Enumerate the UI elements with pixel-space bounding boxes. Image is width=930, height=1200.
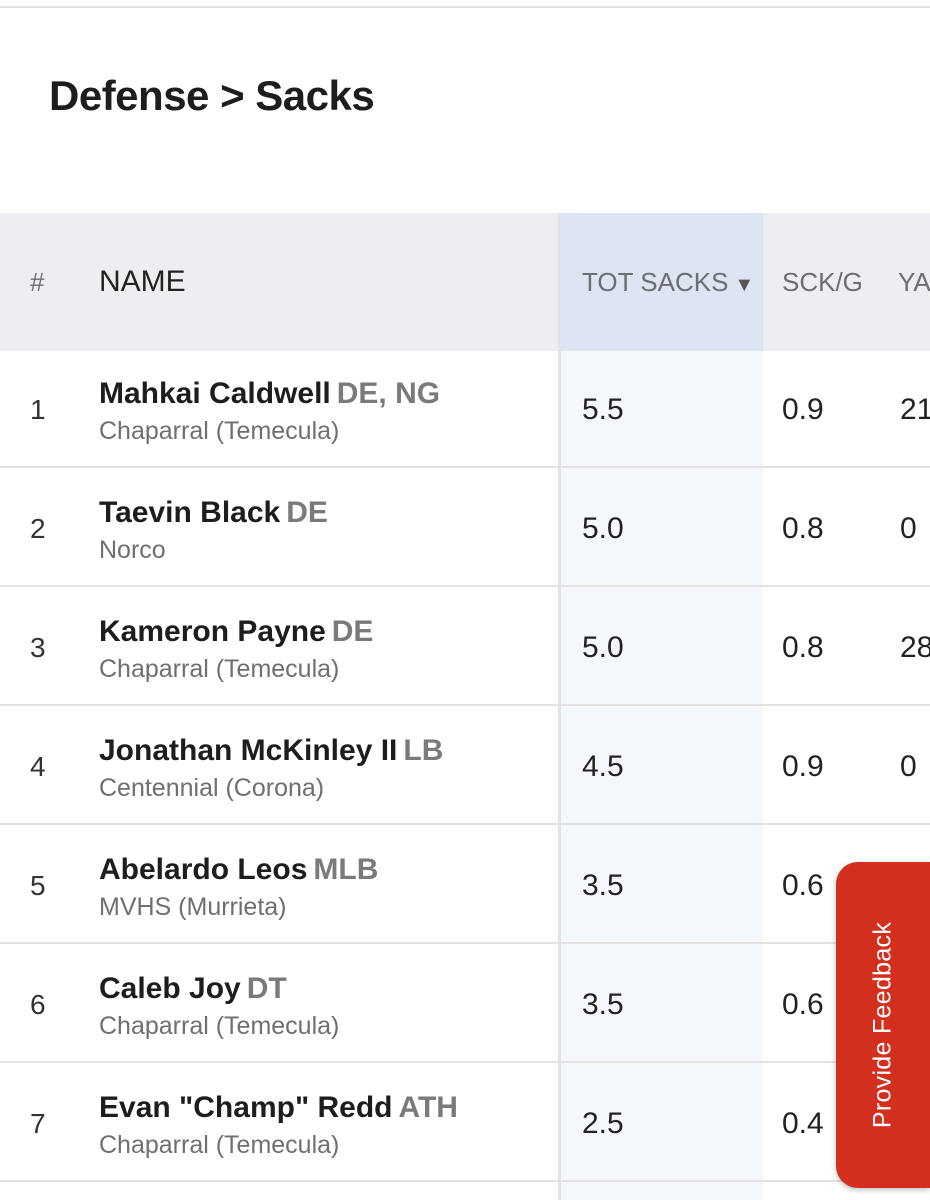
table-row[interactable]: 6 Caleb Joy DT Chaparral (Temecula) 3.5 0.6 (0, 946, 930, 1063)
player-school[interactable]: MVHS (Murrieta) (99, 893, 287, 921)
tot-sacks-cell: 2.5 (582, 1107, 624, 1140)
column-header-name[interactable]: NAME (99, 265, 186, 298)
player-position: ATH (398, 1091, 458, 1124)
page-title: Defense > Sacks (49, 72, 375, 119)
table-row[interactable]: 1 Mahkai Caldwell DE, NG Chaparral (Temecul… (0, 351, 930, 468)
provide-feedback-label: Provide Feedback (868, 921, 897, 1129)
player-school[interactable]: Chaparral (Temecula) (99, 655, 340, 683)
sacks-per-game-cell: 0.6 (782, 869, 824, 902)
tot-sacks-cell: 4.5 (582, 750, 624, 783)
player-name-line: Evan "Champ" Redd ATH (99, 1091, 458, 1125)
table-row[interactable]: 5 Abelardo Leos MLB MVHS (Murrieta) 3.5 0.6 (0, 827, 930, 944)
player-name-link[interactable]: Jonathan McKinley II (99, 734, 398, 767)
player-position: LB (403, 734, 444, 767)
column-header-rank: # (30, 267, 45, 297)
player-school[interactable]: Chaparral (Temecula) (99, 1131, 340, 1159)
player-name-link[interactable]: Taevin Black (99, 496, 281, 529)
table-header-row (0, 213, 930, 351)
sacks-per-game-cell: 0.8 (782, 512, 824, 545)
sticky-column-divider (558, 213, 561, 1200)
yards-cell: 0 (900, 750, 917, 783)
rank-cell: 2 (30, 513, 46, 544)
player-school[interactable]: Chaparral (Temecula) (99, 417, 340, 445)
yards-cell: 28 (900, 631, 930, 664)
column-header-yards[interactable]: YA (898, 267, 930, 297)
row-divider (0, 585, 930, 587)
sacks-per-game-cell: 0.9 (782, 750, 824, 783)
player-name-link[interactable]: Mahkai Caldwell (99, 377, 331, 410)
rank-cell: 5 (30, 870, 46, 901)
column-header-tot-sacks-label: TOT SACKS (582, 267, 729, 297)
sacks-per-game-cell: 0.4 (782, 1107, 824, 1140)
player-school[interactable]: Chaparral (Temecula) (99, 1012, 340, 1040)
player-name-line: Taevin Black DE (99, 496, 328, 530)
player-position: MLB (313, 853, 379, 886)
tot-sacks-cell: 5.0 (582, 512, 624, 545)
yards-cell: 0 (900, 512, 917, 545)
rank-cell: 4 (30, 751, 46, 782)
player-position: DT (246, 972, 287, 1005)
player-name-line: Mahkai Caldwell DE, NG (99, 377, 440, 411)
player-school[interactable]: Centennial (Corona) (99, 774, 325, 802)
player-position: DE, NG (336, 377, 441, 410)
player-name-line: Abelardo Leos MLB (99, 853, 378, 887)
tot-sacks-cell: 5.0 (582, 631, 624, 664)
player-name-line: Jonathan McKinley II LB (99, 734, 443, 768)
player-position: DE (331, 615, 374, 648)
player-name-line: Kameron Payne DE (99, 615, 373, 649)
rank-cell: 7 (30, 1108, 46, 1139)
sacks-per-game-cell: 0.9 (782, 393, 824, 426)
player-school[interactable]: Norco (99, 536, 166, 564)
player-name-link[interactable]: Kameron Payne (99, 615, 326, 648)
row-divider (0, 704, 930, 706)
tot-sacks-cell: 3.5 (582, 869, 624, 902)
table-row[interactable]: 4 Jonathan McKinley II LB Centennial (Coron… (0, 708, 930, 825)
rank-cell: 6 (30, 989, 46, 1020)
player-name-link[interactable]: Evan "Champ" Redd (99, 1091, 393, 1124)
rank-cell: 1 (30, 394, 46, 425)
stats-table: # NAME TOT SACKS ▼ SCK/G YA 1 Mahkai Caldw… (0, 213, 930, 1200)
row-divider (0, 942, 930, 944)
top-divider (0, 6, 930, 8)
sacks-per-game-cell: 0.8 (782, 631, 824, 664)
sacks-per-game-cell: 0.6 (782, 988, 824, 1021)
table-row[interactable]: 2 Taevin Black DE Norco 5.0 0.8 0 (0, 470, 930, 587)
table-row[interactable]: 7 Evan "Champ" Redd ATH Chaparral (Temecula… (0, 1065, 930, 1182)
row-divider (0, 466, 930, 468)
player-name-line: Caleb Joy DT (99, 972, 287, 1006)
sort-descending-icon: ▼ (734, 274, 755, 296)
sorted-column-header-highlight (561, 213, 763, 351)
player-position: DE (286, 496, 328, 529)
column-header-sck-per-game[interactable]: SCK/G (782, 267, 863, 297)
tot-sacks-cell: 3.5 (582, 988, 624, 1021)
yards-cell: 21 (900, 393, 930, 426)
tot-sacks-cell: 5.5 (582, 393, 624, 426)
sorted-column-highlight (561, 213, 763, 1200)
rank-cell: 3 (30, 632, 46, 663)
player-name-link[interactable]: Abelardo Leos (99, 853, 308, 886)
column-header-tot-sacks[interactable]: TOT SACKS ▼ (582, 213, 754, 351)
row-divider (0, 1061, 930, 1063)
row-divider (0, 823, 930, 825)
table-row[interactable]: 3 Kameron Payne DE Chaparral (Temecula) 5.0 0… (0, 589, 930, 706)
provide-feedback-button[interactable]: Provide Feedback (836, 862, 930, 1188)
player-name-link[interactable]: Caleb Joy (99, 972, 241, 1005)
row-divider (0, 1180, 930, 1182)
